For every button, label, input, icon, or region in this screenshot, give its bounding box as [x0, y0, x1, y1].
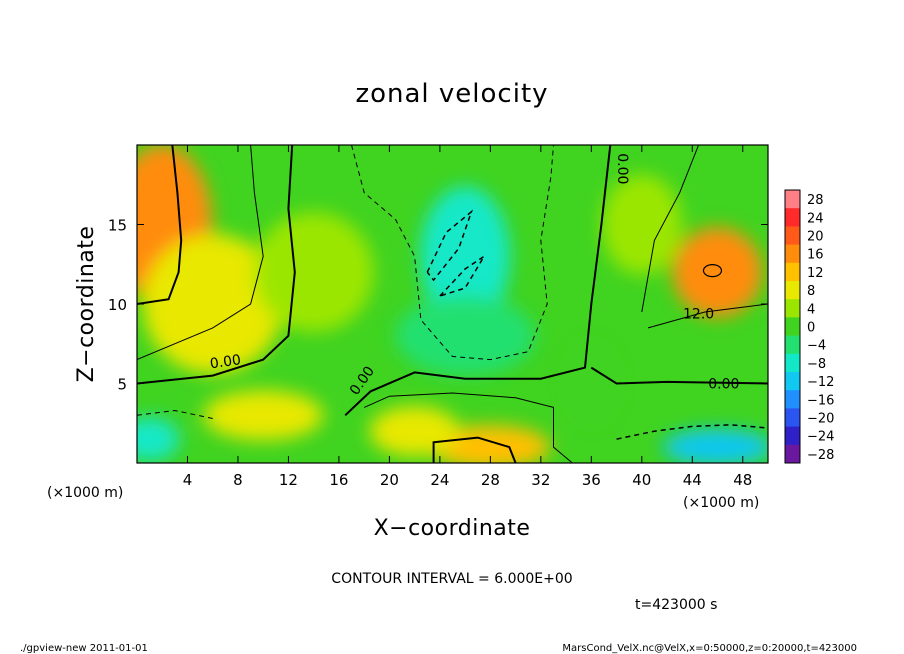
field-blob [395, 295, 536, 376]
x-tick-label: 24 [430, 471, 449, 489]
colorbar-tick-label: −20 [807, 412, 834, 427]
contour-line [616, 424, 768, 440]
field-blob [253, 212, 374, 333]
contour-label: 0.00 [708, 377, 739, 393]
colorbar-segment [785, 262, 800, 282]
contour-line [641, 145, 700, 313]
footer-right: MarsCond_VelX.nc@VelX,x=0:50000,z=0:2000… [562, 643, 857, 654]
time-label: t=423000 s [635, 597, 717, 613]
x-tick-label: 28 [481, 471, 500, 489]
contour-label: 0.00 [209, 352, 242, 372]
contour-label: 0.00 [614, 153, 630, 184]
contour-line [137, 409, 213, 419]
colorbar-tick-label: 24 [807, 211, 824, 226]
contour-label-text: 12.0 [683, 307, 714, 323]
colorbar-tick-label: −4 [807, 339, 826, 354]
x-tick-label: 20 [380, 471, 399, 489]
footer-left: ./gpview-new 2011-01-01 [20, 643, 148, 654]
colorbar-segment [785, 208, 800, 227]
colorbar-segment [785, 226, 800, 246]
y-axis-label: Z−coordinate [74, 226, 99, 383]
colorbar-segment [785, 444, 800, 464]
colorbar-segment [785, 426, 800, 446]
contour-line [344, 145, 612, 417]
velocity-field [137, 145, 768, 463]
colorbar-segment [785, 281, 800, 300]
field-blob [672, 227, 763, 318]
y-tick-label: 10 [108, 296, 127, 314]
field-blob [662, 429, 768, 463]
field-blob [369, 406, 460, 457]
colorbar-frame [784, 189, 801, 464]
colorbar-segment [785, 408, 800, 428]
x-tick-label: 16 [329, 471, 348, 489]
contour-line [426, 209, 473, 282]
contour-line [702, 264, 723, 278]
colorbar-tick-label: 8 [807, 284, 815, 299]
colorbar-segment [785, 190, 800, 209]
colorbar-segment [785, 353, 800, 373]
field-blob [566, 343, 617, 424]
x-unit-left: (×1000 m) [47, 485, 123, 501]
colorbar-tick-label: −16 [807, 393, 834, 408]
colorbar-segment [785, 372, 800, 391]
field-blob [601, 174, 682, 275]
y-axis: 5 10 15 [108, 217, 768, 394]
x-axis: 4 8 12 16 20 24 28 32 36 40 44 48 [183, 145, 752, 489]
colorbar-tick-label: −12 [807, 375, 834, 390]
colorbar-tick-label: −8 [807, 357, 826, 372]
x-tick-label: 32 [531, 471, 550, 489]
contour-label: 12.0 [683, 307, 714, 323]
x-tick-label: 36 [582, 471, 601, 489]
x-tick-label: 12 [279, 471, 298, 489]
colorbar: 28 24 20 16 12 8 4 0 −4 −8 −12 −16 −20 −24 −28 [784, 189, 834, 464]
contour-line [351, 145, 554, 361]
field-blob [203, 390, 324, 441]
field-blob [137, 417, 180, 462]
colorbar-segment [785, 335, 800, 355]
contour-line [137, 145, 264, 361]
colorbar-tick-label: 16 [807, 248, 824, 263]
contour-label-text: 0.00 [614, 153, 630, 184]
contour-lines [137, 145, 768, 463]
x-tick-label: 48 [733, 471, 752, 489]
x-tick-label: 40 [632, 471, 651, 489]
x-tick-label: 4 [183, 471, 193, 489]
contour-interval: CONTOUR INTERVAL = 6.000E+00 [331, 571, 572, 587]
contour-line [137, 145, 183, 305]
colorbar-tick-label: 20 [807, 230, 824, 245]
contour-label-text: 0.00 [209, 352, 242, 372]
contour-label-text: 0.00 [708, 377, 739, 393]
colorbar-segment [785, 317, 800, 337]
colorbar-tick-label: 28 [807, 193, 824, 208]
colorbar-tick-label: −28 [807, 448, 834, 463]
x-tick-label: 8 [233, 471, 243, 489]
colorbar-segment [785, 390, 800, 409]
plot-area [137, 145, 768, 463]
colorbar-tick-label: 4 [807, 302, 815, 317]
contour-line [590, 366, 768, 385]
contour-line [137, 145, 296, 385]
x-unit-right: (×1000 m) [683, 495, 759, 511]
y-tick-label: 15 [108, 217, 127, 235]
contour-line [647, 303, 768, 329]
colorbar-segment [785, 299, 800, 318]
x-axis-label: X−coordinate [374, 516, 531, 541]
colorbar-tick-label: 12 [807, 266, 824, 281]
field-blob [420, 186, 511, 327]
x-tick-label: 44 [683, 471, 702, 489]
chart-title: zonal velocity [355, 79, 548, 109]
colorbar-tick-label: 0 [807, 321, 815, 336]
y-tick-label: 5 [117, 376, 127, 394]
colorbar-tick-label: −24 [807, 430, 834, 445]
field-blob [430, 425, 551, 463]
field-blob [142, 234, 283, 374]
contour-line [363, 392, 573, 463]
colorbar-segment [785, 244, 800, 264]
contour-line [432, 436, 517, 463]
